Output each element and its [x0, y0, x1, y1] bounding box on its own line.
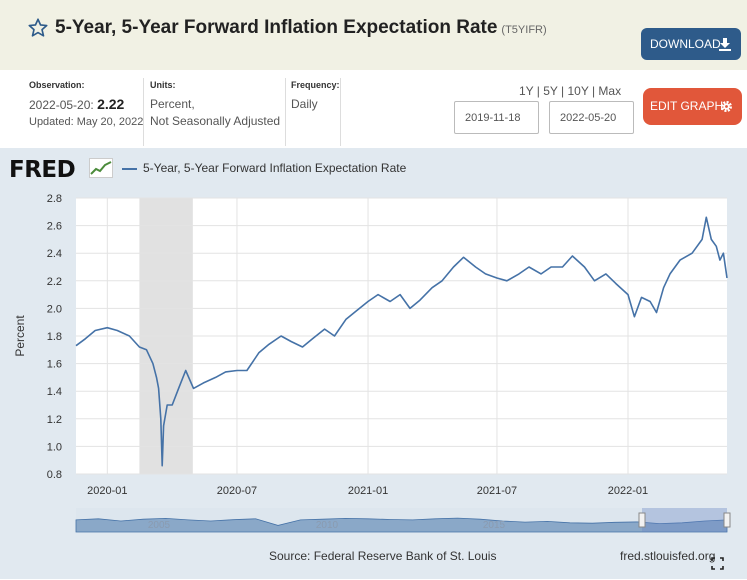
series-header: 5-Year, 5-Year Forward Inflation Expecta…	[0, 0, 747, 70]
navigator-label: 2010	[316, 520, 339, 531]
y-tick-label: 1.8	[47, 331, 62, 343]
series-id: (T5YIFR)	[501, 24, 547, 36]
legend-label: 5-Year, 5-Year Forward Inflation Expecta…	[143, 161, 407, 175]
meta-divider	[340, 78, 341, 146]
x-tick-label: 2022-01	[608, 485, 648, 497]
units-label: Units:	[150, 80, 176, 90]
edit-graph-button[interactable]: EDIT GRAPH	[643, 88, 742, 125]
navigator-handle[interactable]	[723, 512, 731, 528]
navigator-selection[interactable]	[642, 508, 727, 532]
source-text: Source: Federal Reserve Bank of St. Loui…	[269, 549, 497, 563]
download-button[interactable]: DOWNLOAD	[641, 28, 741, 60]
download-icon	[719, 38, 731, 51]
fred-logo[interactable]: FRED	[9, 157, 76, 183]
y-tick-label: 1.6	[47, 359, 62, 371]
series-title: 5-Year, 5-Year Forward Inflation Expecta…	[55, 17, 498, 38]
units-line-2: Not Seasonally Adjusted	[150, 114, 281, 128]
y-tick-label: 2.8	[47, 193, 62, 205]
units-block: Units: Percent, Not Seasonally Adjusted	[150, 80, 280, 130]
meta-divider	[143, 78, 144, 146]
series-metadata: Observation: 2022-05-20: 2.22 Updated: M…	[0, 70, 747, 148]
x-tick-label: 2021-07	[477, 485, 517, 497]
range-links[interactable]: 1Y | 5Y | 10Y | Max	[519, 84, 622, 98]
y-tick-label: 1.2	[47, 414, 62, 426]
units-line-1: Percent,	[150, 97, 195, 111]
page-title: 5-Year, 5-Year Forward Inflation Expecta…	[55, 17, 547, 39]
frequency-block: Frequency: Daily	[291, 80, 340, 113]
legend-line	[122, 168, 137, 170]
y-tick-label: 0.8	[47, 469, 62, 481]
y-axis-label: Percent	[13, 315, 27, 357]
y-tick-label: 2.0	[47, 303, 62, 315]
y-tick-label: 2.6	[47, 221, 62, 233]
navigator-handle[interactable]	[638, 512, 646, 528]
navigator-series	[75, 517, 728, 533]
download-label: DOWNLOAD	[650, 37, 721, 51]
meta-divider	[285, 78, 286, 146]
observation-value: 2.22	[97, 96, 125, 112]
x-tick-label: 2020-07	[217, 485, 257, 497]
observation-date: 2022-05-20:	[29, 98, 94, 112]
series-line[interactable]	[75, 216, 728, 467]
navigator-label: 2015	[483, 520, 506, 531]
end-date-input[interactable]: 2022-05-20	[549, 101, 634, 134]
line-chart[interactable]: 0.8 1.0 1.2 1.4 1.6 1.8 2.0 2.2 2.4 2.6 2.8 2020-01…	[0, 180, 747, 580]
site-link[interactable]: fred.stlouisfed.org	[620, 549, 716, 563]
start-date-input[interactable]: 2019-11-18	[454, 101, 539, 134]
y-tick-label: 1.0	[47, 441, 62, 453]
y-tick-label: 2.4	[47, 248, 62, 260]
y-tick-label: 2.2	[47, 276, 62, 288]
edit-graph-label: EDIT GRAPH	[650, 99, 724, 113]
x-tick-label: 2020-01	[87, 485, 127, 497]
frequency-value: Daily	[291, 97, 318, 111]
fred-graph-icon	[89, 158, 113, 178]
frequency-label: Frequency:	[291, 80, 340, 90]
observation-block: Observation: 2022-05-20: 2.22 Updated: M…	[29, 80, 143, 131]
gear-icon	[721, 101, 732, 112]
x-tick-label: 2021-01	[348, 485, 388, 497]
observation-label: Observation:	[29, 80, 85, 90]
fullscreen-icon[interactable]	[711, 557, 724, 570]
star-icon[interactable]	[27, 17, 49, 39]
observation-line: 2022-05-20: 2.22	[29, 96, 143, 114]
y-tick-label: 1.4	[47, 386, 62, 398]
updated-date: Updated: May 20, 2022	[29, 116, 144, 128]
navigator-label: 2005	[148, 520, 171, 531]
